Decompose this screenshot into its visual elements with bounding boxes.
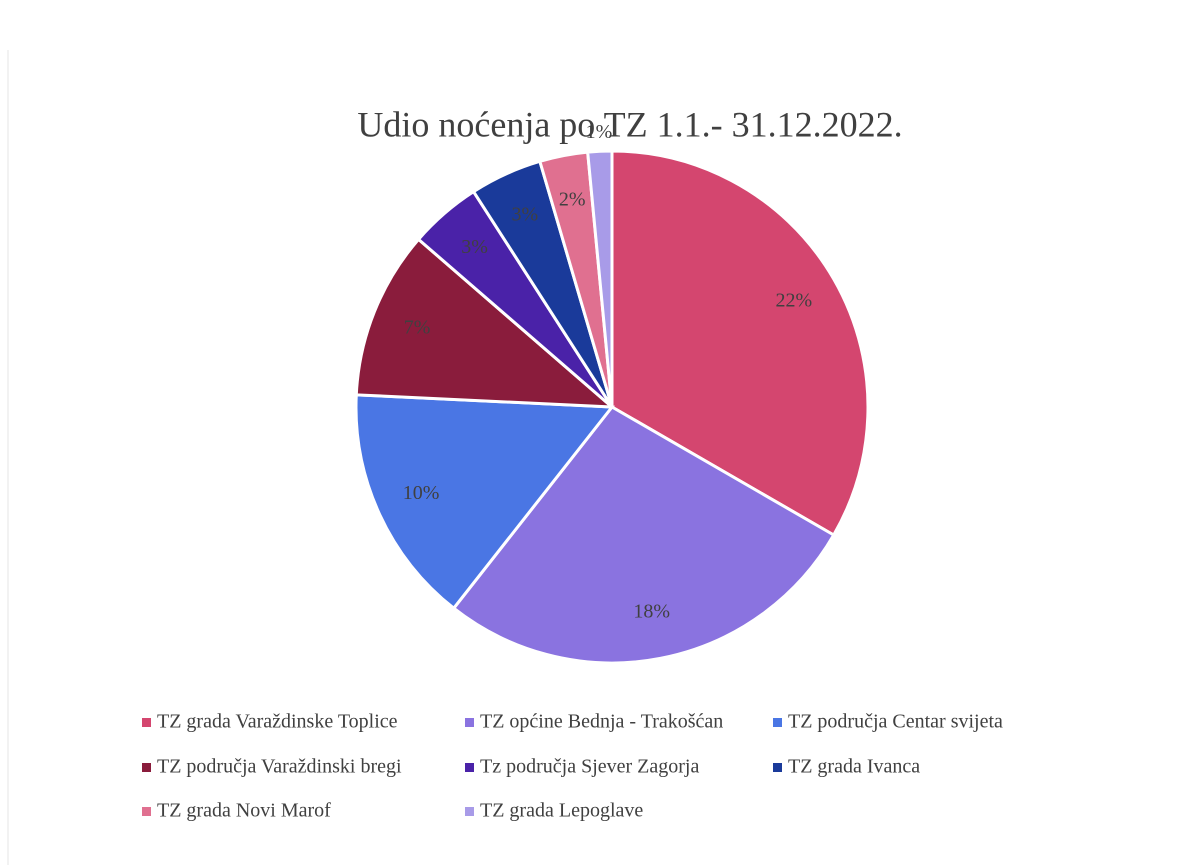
pie-slice [610,149,870,538]
legend-label: TZ područja Centar svijeta [788,711,1003,733]
legend-label: TZ grada Novi Marof [157,800,331,822]
legend-label: TZ grada Lepoglave [480,800,643,822]
chart-title: Udio noćenja po TZ 1.1.- 31.12.2022. [357,104,902,144]
data-label: 2% [559,188,586,210]
data-label: 22% [775,290,812,312]
pie-slice [354,237,617,409]
legend-marker [142,807,151,816]
legend-marker [773,763,782,772]
data-label: 18% [633,601,670,623]
pie-slice [354,393,615,611]
legend-label: TZ grada Varaždinske Toplice [157,711,398,733]
data-label: 3% [511,204,538,226]
legend-marker [465,807,474,816]
data-label: 1% [586,121,613,143]
pie-slice [451,405,836,665]
data-label: 7% [404,317,431,339]
legend-marker [142,718,151,727]
legend-label: Tz područja Sjever Zagorja [480,756,699,778]
legend-label: TZ grada Ivanca [788,756,920,778]
data-label: 3% [461,236,488,258]
data-label: 10% [403,482,440,504]
legend-marker [465,763,474,772]
legend-label: TZ područja Varaždinski bregi [157,756,402,778]
legend-marker [465,718,474,727]
legend-marker [773,718,782,727]
pie-slice [586,149,614,408]
legend-label: TZ općine Bednja - Trakošćan [480,711,723,733]
legend-marker [142,763,151,772]
